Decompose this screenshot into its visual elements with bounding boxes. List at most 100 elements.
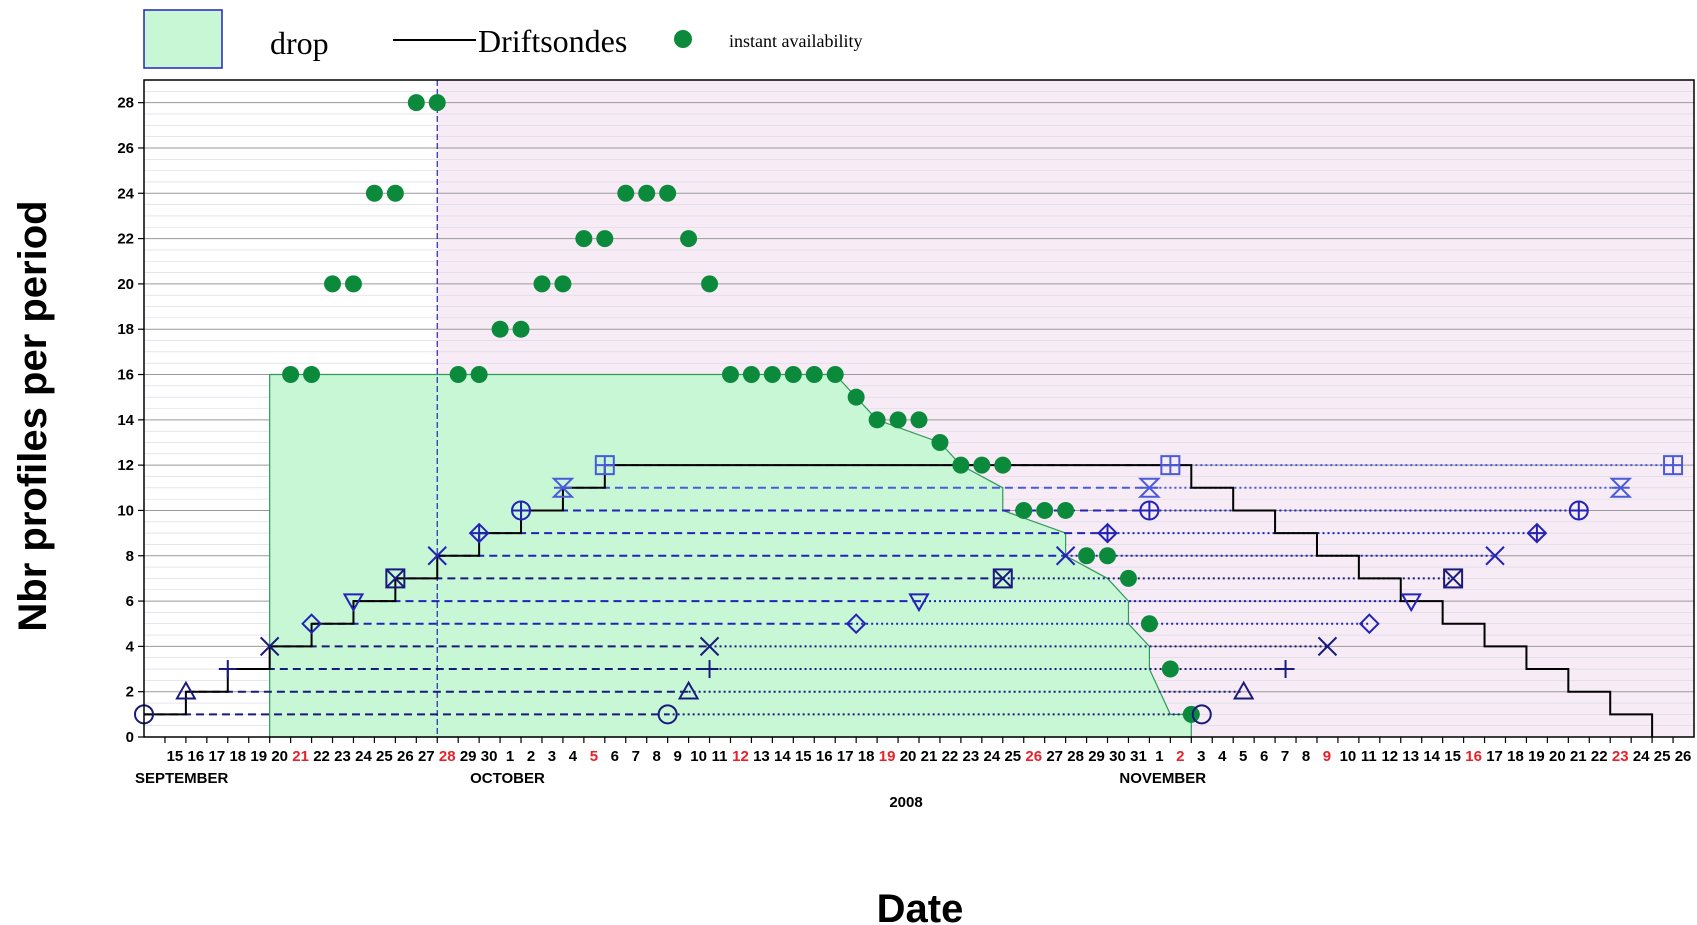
balloon-marker-diamond-plus bbox=[468, 522, 490, 544]
x-tick-label: 2 bbox=[527, 748, 535, 765]
balloon-marker-plus bbox=[218, 660, 237, 679]
x-tick-label: 27 bbox=[418, 748, 435, 765]
marker-stroke bbox=[385, 568, 406, 589]
balloon-marker-x bbox=[699, 636, 720, 657]
x-tick-label: 11 bbox=[712, 748, 728, 765]
balloon-marker-hourglass bbox=[551, 477, 575, 498]
marker-stroke bbox=[908, 593, 930, 613]
instant-availability-point bbox=[1161, 660, 1179, 678]
x-tick-label: 3 bbox=[1197, 748, 1205, 765]
x-tick-label: 4 bbox=[1218, 748, 1227, 765]
x-tick-label: 6 bbox=[611, 748, 619, 765]
x-tick-label: 18 bbox=[858, 748, 875, 765]
instant-availability-point bbox=[1182, 705, 1200, 723]
marker-stroke bbox=[1055, 546, 1076, 566]
x-tick-label: 18 bbox=[229, 748, 246, 765]
x-tick-label: 19 bbox=[250, 748, 267, 765]
x-tick-label: 15 bbox=[795, 748, 812, 765]
instant-availability-point bbox=[952, 456, 970, 474]
legend-instant-dot bbox=[674, 30, 692, 48]
marker-stroke bbox=[677, 680, 700, 700]
instant-availability-point bbox=[1119, 569, 1137, 587]
balloon-marker-box-x bbox=[1443, 568, 1464, 589]
instant-availability-point bbox=[512, 320, 530, 338]
x-tick-label: 30 bbox=[481, 748, 498, 765]
x-tick-label: 17 bbox=[837, 748, 854, 765]
x-tick-label: 14 bbox=[774, 748, 791, 765]
balloon-marker-triangle-up bbox=[1232, 680, 1255, 700]
instant-availability-point bbox=[491, 320, 509, 338]
y-tick-label: 28 bbox=[117, 95, 134, 112]
x-tick-label: 11 bbox=[1361, 748, 1377, 765]
x-tick-label: 8 bbox=[1302, 748, 1310, 765]
marker-stroke bbox=[1609, 477, 1633, 498]
x-tick-label: 12 bbox=[1381, 748, 1398, 765]
x-tick-label: 16 bbox=[188, 748, 205, 765]
instant-availability-point bbox=[1015, 501, 1033, 519]
x-tick-label: 24 bbox=[983, 748, 1000, 765]
instant-availability-point bbox=[449, 366, 467, 384]
x-tick-label: 23 bbox=[963, 748, 980, 765]
marker-stroke bbox=[1443, 568, 1464, 589]
x-tick-label: 16 bbox=[816, 748, 833, 765]
balloon-marker-hourglass bbox=[1137, 477, 1161, 498]
x-tick-label: 20 bbox=[271, 748, 288, 765]
balloon-marker-x bbox=[259, 636, 280, 657]
x-tick-label: 15 bbox=[167, 748, 184, 765]
instant-availability-point bbox=[1078, 547, 1096, 565]
x-tick-label: 24 bbox=[1633, 748, 1650, 765]
legend-instant-label: instant availability bbox=[729, 31, 862, 51]
year-label: 2008 bbox=[889, 794, 922, 811]
x-tick-label: 13 bbox=[753, 748, 770, 765]
balloon-marker-diamond-plus bbox=[1526, 522, 1548, 544]
x-tick-label: 31 bbox=[1130, 748, 1147, 765]
x-tick-label: 1 bbox=[1155, 748, 1163, 765]
driftsondes-layer bbox=[144, 464, 1654, 737]
marker-stroke bbox=[342, 593, 365, 613]
x-tick-label: 23 bbox=[1612, 748, 1629, 765]
x-tick-label: 20 bbox=[900, 748, 917, 765]
instant-availability-point bbox=[680, 230, 698, 248]
instant-availability-point bbox=[805, 366, 823, 384]
instant-availability-point bbox=[701, 275, 719, 293]
instant-availability-layer bbox=[282, 94, 1200, 723]
x-tick-label: 5 bbox=[590, 748, 598, 765]
x-tick-label: 12 bbox=[732, 748, 749, 765]
balloon-marker-triangle-up bbox=[677, 680, 700, 700]
legend-drop-swatch bbox=[143, 9, 223, 69]
marker-stroke bbox=[1358, 613, 1380, 635]
marker-stroke bbox=[175, 680, 197, 700]
x-tick-label: 25 bbox=[1004, 748, 1021, 765]
marker-stroke bbox=[992, 568, 1013, 589]
y-tick-label: 24 bbox=[117, 185, 134, 202]
balloon-marker-diamond bbox=[1358, 613, 1380, 635]
y-tick-label: 10 bbox=[117, 502, 134, 519]
marker-stroke bbox=[301, 613, 322, 635]
marker-stroke bbox=[1191, 704, 1212, 725]
instant-availability-point bbox=[973, 456, 991, 474]
instant-availability-point bbox=[282, 366, 300, 384]
x-tick-label: 23 bbox=[334, 748, 351, 765]
x-tick-label: 16 bbox=[1465, 748, 1482, 765]
x-tick-label: 10 bbox=[1340, 748, 1357, 765]
marker-stroke bbox=[1485, 546, 1505, 566]
x-tick-label: 24 bbox=[355, 748, 372, 765]
instant-availability-point bbox=[470, 366, 488, 384]
y-tick-label: 18 bbox=[117, 321, 134, 338]
instant-availability-point bbox=[847, 388, 865, 406]
x-tick-label: 26 bbox=[397, 748, 414, 765]
y-tick-label: 14 bbox=[117, 412, 134, 429]
instant-availability-point bbox=[407, 94, 425, 112]
balloon-marker-circle bbox=[657, 704, 678, 725]
legend: drop Driftsondes instant availability bbox=[143, 9, 862, 69]
x-tick-label: 9 bbox=[1323, 748, 1331, 765]
x-tick-label: 26 bbox=[1675, 748, 1692, 765]
balloon-marker-diamond bbox=[301, 613, 322, 635]
x-tick-label: 10 bbox=[690, 748, 707, 765]
balloon-marker-box-plus bbox=[594, 455, 615, 476]
x-axis-ticks: 15 16 17 18 19 20 21 22 23 24 25 26 27 28 29 30 1 2 3 4 5 6 7 8… bbox=[164, 737, 1692, 765]
instant-availability-point bbox=[1140, 615, 1158, 633]
x-tick-label: 14 bbox=[1423, 748, 1440, 765]
x-tick-label: 19 bbox=[879, 748, 896, 765]
x-tick-label: 19 bbox=[1528, 748, 1545, 765]
